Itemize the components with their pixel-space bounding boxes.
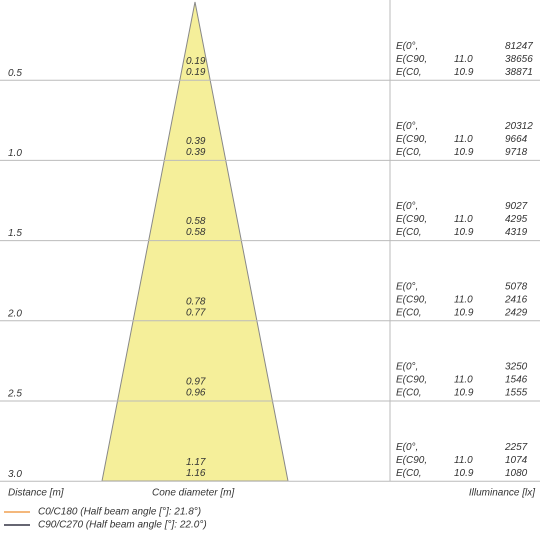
distance: 1.5 xyxy=(8,228,22,239)
illuminance-label: E(C90, xyxy=(396,375,427,386)
distance: 2.0 xyxy=(7,308,22,319)
cone-diameter: 1.16 xyxy=(186,468,206,479)
cone-diameter: 0.39 xyxy=(186,136,206,147)
legend-entry: C90/C270 (Half beam angle [°]: 22.0°) xyxy=(38,520,207,531)
cone-diameter: 0.58 xyxy=(186,227,206,238)
cone-diameter: 0.96 xyxy=(186,388,206,399)
cone-diameter: 0.97 xyxy=(186,377,206,388)
legend-entry: C0/C180 (Half beam angle [°]: 21.8°) xyxy=(38,507,201,518)
illuminance-value: 1074 xyxy=(505,455,528,466)
illuminance-value: 4319 xyxy=(505,227,528,238)
illuminance-value: 81247 xyxy=(505,41,533,52)
illuminance-label: E(0°, xyxy=(396,362,418,373)
beam-angle: 11.0 xyxy=(454,455,473,466)
beam-angle: 10.9 xyxy=(454,147,474,158)
beam-angle: 10.9 xyxy=(454,388,474,399)
beam-angle: 11.0 xyxy=(454,134,473,145)
beam-angle: 10.9 xyxy=(454,227,474,238)
illuminance-label: E(C0, xyxy=(396,388,422,399)
illuminance-value: 1546 xyxy=(505,375,528,386)
illuminance-label: E(C0, xyxy=(396,307,422,318)
illuminance-label: E(C90, xyxy=(396,294,427,305)
cone-diameter: 0.78 xyxy=(186,296,206,307)
cone-diameter: 0.77 xyxy=(186,307,206,318)
illuminance-value: 9718 xyxy=(505,147,528,158)
illuminance-value: 3250 xyxy=(505,362,528,373)
cone-diameter: 0.19 xyxy=(186,56,206,67)
illuminance-label: E(C0, xyxy=(396,147,422,158)
illuminance-label: E(0°, xyxy=(396,281,418,292)
illuminance-label: E(C90, xyxy=(396,54,427,65)
illuminance-label: E(0°, xyxy=(396,201,418,212)
illuminance-value: 9027 xyxy=(505,201,528,212)
beam-angle: 11.0 xyxy=(454,375,473,386)
distance: 1.0 xyxy=(8,148,22,159)
illuminance-label: E(C0, xyxy=(396,227,422,238)
illuminance-value: 38871 xyxy=(505,67,533,78)
beam-angle: 10.9 xyxy=(454,67,474,78)
distance: 2.5 xyxy=(7,389,22,400)
distance: 3.0 xyxy=(8,469,22,480)
cone-diameter: 0.19 xyxy=(186,67,206,78)
illuminance-label: E(C90, xyxy=(396,214,427,225)
illuminance-header: Illuminance [lx] xyxy=(469,488,535,499)
illuminance-value: 2429 xyxy=(504,307,528,318)
distance: 0.5 xyxy=(8,68,22,79)
illuminance-label: E(0°, xyxy=(396,442,418,453)
illuminance-value: 1080 xyxy=(505,468,528,479)
illuminance-value: 4295 xyxy=(505,214,528,225)
illuminance-label: E(C90, xyxy=(396,455,427,466)
distance-header: Distance [m] xyxy=(8,488,64,499)
cone-diameter: 0.39 xyxy=(186,147,206,158)
beam-angle: 10.9 xyxy=(454,307,474,318)
illuminance-value: 20312 xyxy=(504,121,533,132)
illuminance-value: 5078 xyxy=(505,281,528,292)
beam-angle: 10.9 xyxy=(454,468,474,479)
illuminance-label: E(C0, xyxy=(396,468,422,479)
illuminance-value: 2416 xyxy=(504,294,528,305)
illuminance-value: 2257 xyxy=(504,442,528,453)
beam-angle: 11.0 xyxy=(454,214,473,225)
illuminance-label: E(0°, xyxy=(396,121,418,132)
illuminance-value: 38656 xyxy=(505,54,533,65)
illuminance-label: E(C90, xyxy=(396,134,427,145)
cone-header: Cone diameter [m] xyxy=(152,488,234,499)
illuminance-value: 1555 xyxy=(505,388,528,399)
illuminance-label: E(C0, xyxy=(396,67,422,78)
illuminance-label: E(0°, xyxy=(396,41,418,52)
cone-diameter: 1.17 xyxy=(186,457,206,468)
beam-angle: 11.0 xyxy=(454,294,473,305)
beam-angle: 11.0 xyxy=(454,54,473,65)
cone-diameter: 0.58 xyxy=(186,216,206,227)
illuminance-value: 9664 xyxy=(505,134,528,145)
